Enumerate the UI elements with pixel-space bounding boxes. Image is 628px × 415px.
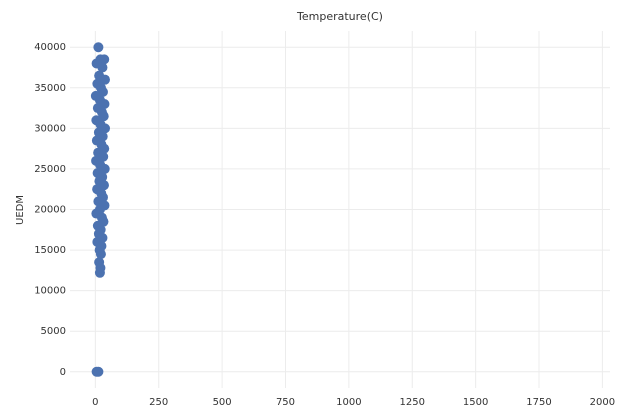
y-tick-label: 40000 [34,42,66,53]
x-tick-label: 1750 [526,397,551,408]
x-tick-label: 0 [92,397,98,408]
chart-title: Temperature(C) [296,10,383,23]
point [97,62,108,73]
x-tick-label: 1250 [400,397,425,408]
y-tick-label: 20000 [34,205,66,216]
point [93,42,104,53]
x-tick-label: 1000 [336,397,361,408]
point [99,74,110,85]
y-tick-label: 30000 [34,123,66,134]
point [93,366,104,377]
point [94,267,105,278]
x-tick-label: 750 [276,397,295,408]
point [95,249,106,260]
x-tick-label: 250 [149,397,168,408]
x-tick-label: 500 [213,397,232,408]
y-tick-label: 0 [60,367,66,378]
y-tick-label: 5000 [41,326,66,337]
point [98,111,109,122]
y-tick-label: 25000 [34,164,66,175]
x-tick-label: 1500 [463,397,488,408]
y-axis-label: UEDM [15,195,26,225]
y-tick-label: 35000 [34,83,66,94]
y-tick-label: 10000 [34,286,66,297]
y-tick-label: 15000 [34,245,66,256]
point [99,54,110,65]
x-tick-label: 2000 [590,397,615,408]
